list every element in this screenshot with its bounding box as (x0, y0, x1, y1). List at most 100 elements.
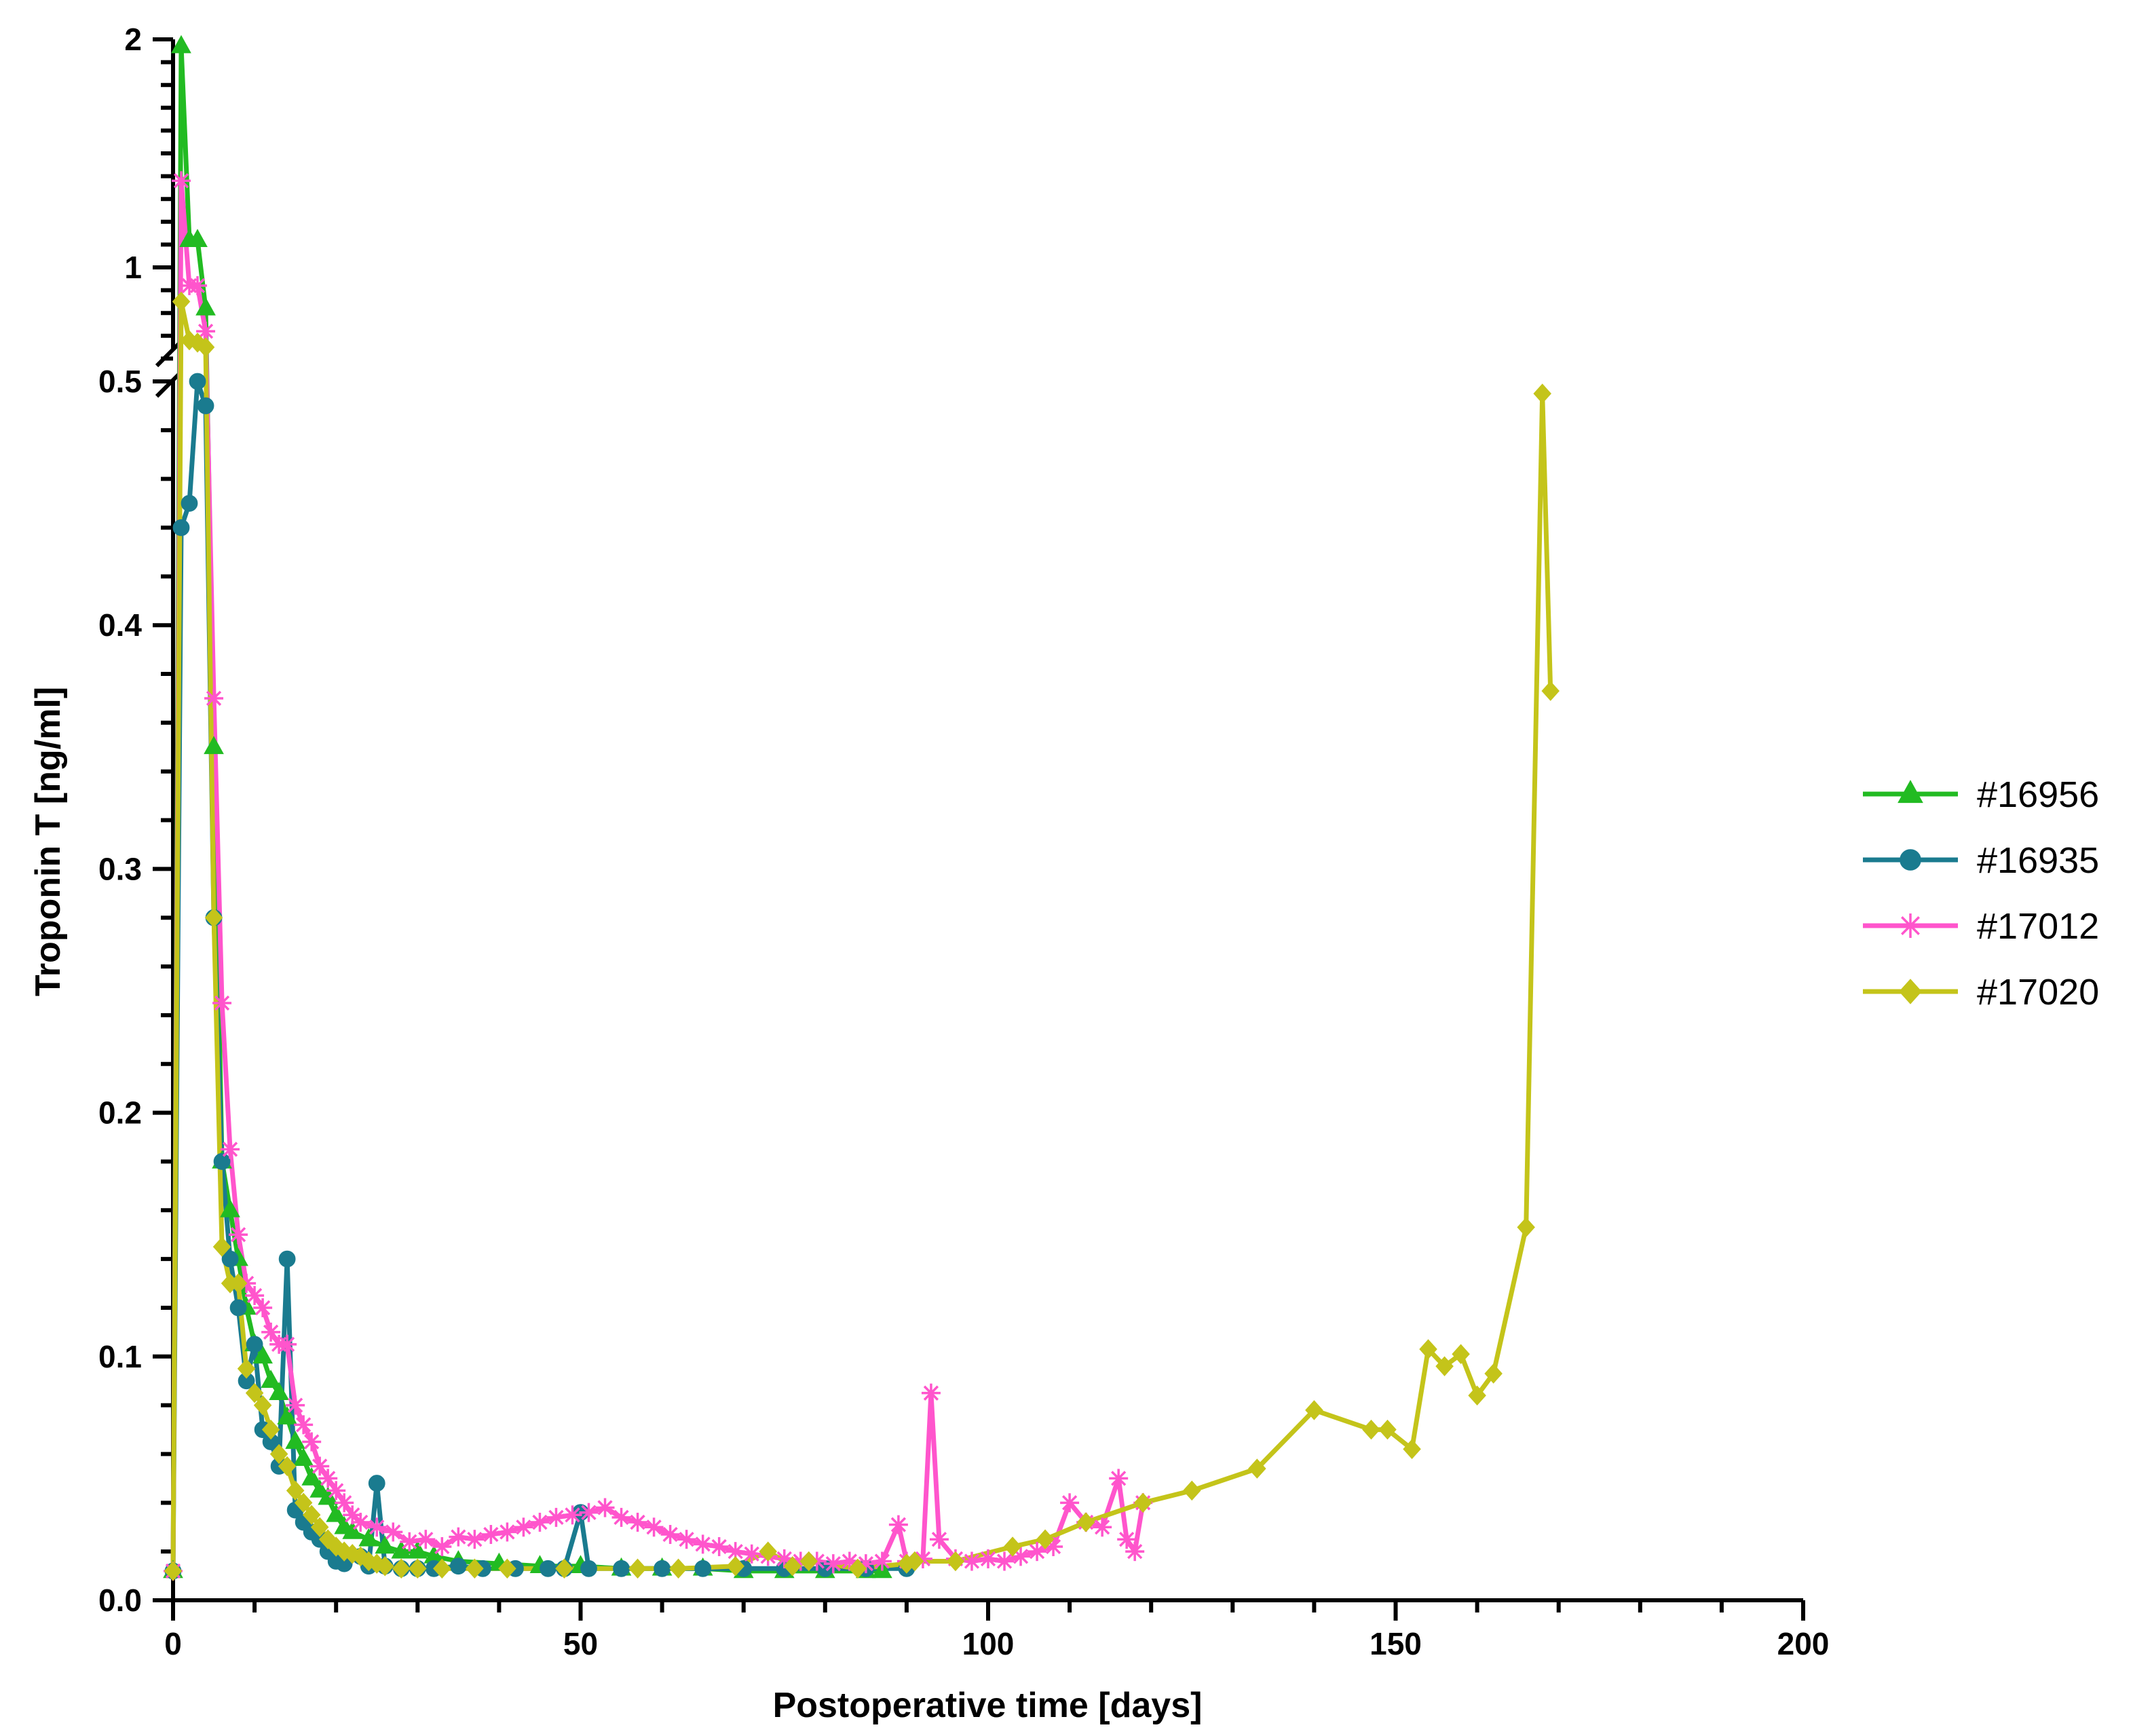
chart-axes (153, 37, 1805, 1621)
data-point (929, 1530, 949, 1549)
y-tick-label: 0.3 (98, 851, 142, 886)
data-point (921, 1383, 941, 1403)
data-point (995, 1551, 1015, 1571)
y-tick-label: 1 (124, 250, 142, 285)
data-point (1468, 1385, 1486, 1406)
data-point (799, 1551, 818, 1572)
series-points-16956 (163, 35, 892, 1579)
data-point (1125, 1542, 1145, 1562)
series-lines (170, 43, 1553, 1574)
data-point (644, 1517, 664, 1537)
data-point (709, 1536, 729, 1556)
x-tick-label: 0 (164, 1626, 182, 1661)
data-point (1378, 1419, 1397, 1440)
data-point (367, 1517, 387, 1537)
data-point (229, 1273, 248, 1294)
data-point (171, 35, 191, 54)
data-point (497, 1522, 517, 1542)
data-point (979, 1549, 998, 1568)
y-tick-label: 0.5 (98, 364, 142, 399)
data-point (654, 1560, 671, 1577)
data-point (613, 1560, 630, 1577)
data-point (433, 1558, 451, 1579)
data-point (269, 1382, 289, 1400)
y-tick-label: 0.1 (98, 1339, 142, 1374)
data-point (1093, 1517, 1112, 1537)
data-point (318, 1486, 339, 1505)
data-point (164, 1561, 183, 1581)
data-point (1362, 1419, 1380, 1440)
data-point (449, 1527, 468, 1547)
data-point (302, 1505, 321, 1526)
series-points-17012 (164, 171, 1153, 1581)
data-point (278, 1334, 297, 1354)
data-point (400, 1532, 419, 1551)
data-point (580, 1560, 597, 1577)
data-point (277, 1406, 297, 1424)
data-point (245, 1382, 264, 1403)
y-tick-label: 0.4 (98, 607, 142, 643)
data-point (188, 333, 207, 353)
data-point (628, 1513, 647, 1532)
data-point (221, 1250, 239, 1268)
legend-label: #17020 (1977, 972, 2099, 1013)
data-point (823, 1554, 843, 1574)
data-point (204, 907, 223, 928)
data-point (196, 322, 216, 341)
series-markers (163, 35, 1560, 1581)
data-point (1109, 1469, 1129, 1488)
data-point (1305, 1400, 1323, 1420)
data-point (514, 1517, 533, 1537)
data-point (261, 1419, 280, 1440)
data-point (409, 1558, 427, 1579)
axis-break-mark (155, 341, 182, 368)
legend-entry-17020: #17020 (1863, 972, 2099, 1013)
data-point (181, 495, 198, 512)
x-tick-label: 200 (1777, 1626, 1830, 1661)
data-point (693, 1534, 713, 1554)
data-point (278, 1250, 296, 1268)
data-point (1117, 1530, 1137, 1549)
data-point (1452, 1344, 1470, 1364)
data-point (261, 1370, 281, 1389)
data-point (368, 1475, 385, 1492)
data-point (196, 337, 215, 358)
data-point (530, 1513, 550, 1532)
data-point (872, 1551, 892, 1571)
data-point (611, 1507, 631, 1527)
legend-label: #17012 (1977, 906, 2099, 947)
data-point (416, 1530, 436, 1549)
legend-entry-16935: #16935 (1863, 840, 2099, 881)
data-point (310, 1517, 329, 1537)
y-axis-title: Troponin T [ng/ml] (29, 687, 68, 996)
data-point (253, 1298, 273, 1317)
data-point (285, 1431, 305, 1449)
data-point (1541, 681, 1560, 701)
data-point (595, 1498, 615, 1517)
data-point (286, 1395, 305, 1415)
data-point (351, 1546, 370, 1567)
data-point (245, 1286, 265, 1305)
data-point (204, 736, 224, 755)
data-point (466, 1558, 484, 1579)
data-point (278, 1456, 297, 1477)
legend-swatch-marker (1899, 979, 1922, 1004)
legend-swatch-marker (1898, 780, 1923, 804)
tick-labels: 0 50 100 150 200 0.0 0.1 0.2 0.3 0.4 0.5 1 2 (98, 22, 1829, 1661)
data-point (195, 297, 216, 316)
data-point (677, 1530, 696, 1549)
data-point (351, 1513, 371, 1532)
data-point (383, 1522, 403, 1542)
data-point (197, 397, 214, 415)
data-point (188, 276, 208, 295)
data-point (1248, 1458, 1266, 1479)
legend-swatch-marker (1900, 849, 1921, 871)
data-point (498, 1558, 516, 1579)
data-point (326, 1503, 347, 1522)
data-point (318, 1469, 338, 1488)
data-point (546, 1507, 566, 1527)
data-point (1182, 1480, 1201, 1501)
data-point (172, 171, 191, 191)
series-points-17020 (164, 291, 1560, 1581)
